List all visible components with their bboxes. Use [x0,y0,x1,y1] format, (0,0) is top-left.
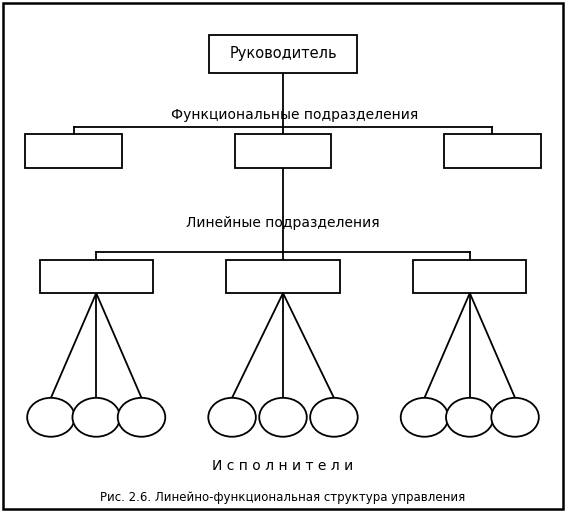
FancyBboxPatch shape [226,260,340,293]
Text: Рис. 2.6. Линейно-функциональная структура управления: Рис. 2.6. Линейно-функциональная структу… [100,491,466,504]
Ellipse shape [27,398,75,437]
Ellipse shape [72,398,120,437]
Ellipse shape [118,398,165,437]
Ellipse shape [401,398,448,437]
FancyBboxPatch shape [40,260,153,293]
FancyBboxPatch shape [413,260,526,293]
FancyBboxPatch shape [209,35,357,73]
FancyBboxPatch shape [235,134,331,168]
Text: Руководитель: Руководитель [229,46,337,61]
Text: Линейные подразделения: Линейные подразделения [186,216,380,230]
Ellipse shape [208,398,256,437]
Ellipse shape [491,398,539,437]
Ellipse shape [310,398,358,437]
Ellipse shape [446,398,494,437]
Ellipse shape [259,398,307,437]
Text: Функциональные подразделения: Функциональные подразделения [171,108,418,122]
FancyBboxPatch shape [444,134,541,168]
FancyBboxPatch shape [25,134,122,168]
Text: И с п о л н и т е л и: И с п о л н и т е л и [212,459,354,473]
